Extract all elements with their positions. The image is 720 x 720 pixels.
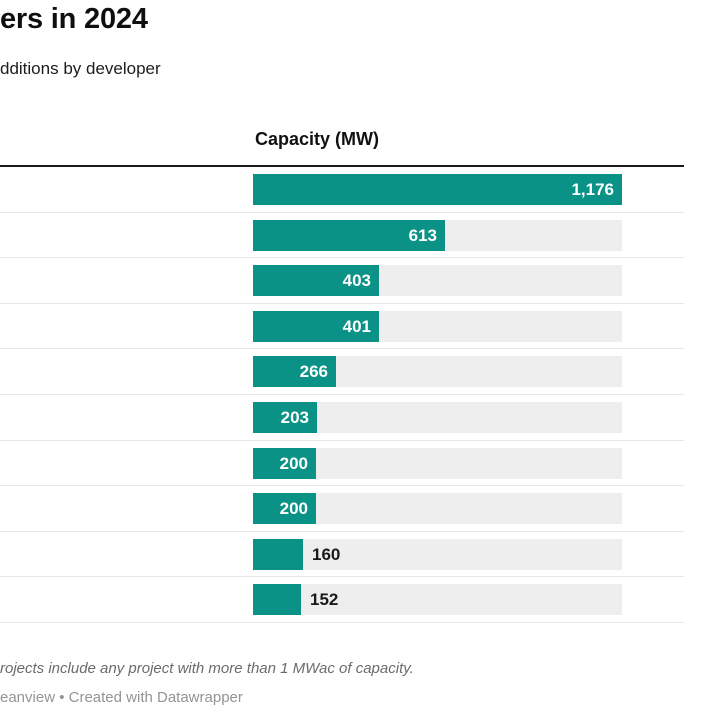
capacity-bar[interactable]: 403 <box>253 265 379 297</box>
bar-value-label: 401 <box>342 316 371 336</box>
bar-value-label: 152 <box>310 590 339 610</box>
table-row: 403 <box>0 258 684 304</box>
capacity-bar[interactable]: 613 <box>253 219 445 251</box>
capacity-bar[interactable]: 203 <box>253 401 317 433</box>
table-row: 200 <box>0 486 684 532</box>
header-rule <box>0 165 684 167</box>
bar-track: 613 <box>253 219 622 251</box>
bar-value-label: 613 <box>408 225 437 245</box>
column-header-capacity: Capacity (MW) <box>255 129 380 149</box>
capacity-bar[interactable] <box>253 584 301 616</box>
bar-value-label: 266 <box>299 362 328 382</box>
bar-value-label: 200 <box>279 453 308 473</box>
table-row: 200 <box>0 441 684 487</box>
attribution: eanview • Created with Datawrapper <box>0 689 243 706</box>
bar-track: 403 <box>253 265 622 297</box>
bar-track: 200 <box>253 493 622 525</box>
capacity-bar[interactable]: 200 <box>253 493 316 525</box>
bar-value-label: 1,176 <box>571 180 614 199</box>
bar-track: 203 <box>253 401 622 433</box>
capacity-bar[interactable]: 266 <box>253 356 336 388</box>
bar-value-label: 160 <box>312 544 341 564</box>
bar-track: 1,176 <box>253 174 622 205</box>
bar-value-label: 403 <box>342 271 371 291</box>
bar-track: 401 <box>253 310 622 342</box>
bar-track: 200 <box>253 447 622 479</box>
table-row: 613 <box>0 213 684 259</box>
table-row: 266 <box>0 349 684 395</box>
bar-track: 160 <box>253 538 622 570</box>
table-row: 160 <box>0 532 684 578</box>
table-row: 1,176 <box>0 167 684 213</box>
bar-value-label: 203 <box>280 407 309 427</box>
bar-track: 152 <box>253 584 622 616</box>
footnote: rojects include any project with more th… <box>0 660 414 677</box>
table-row: 152 <box>0 577 684 623</box>
bar-rows: 1,176 613 403 401 266 203 200 200 160 152 <box>0 167 684 623</box>
chart-subtitle: dditions by developer <box>0 59 161 78</box>
chart-title: ers in 2024 <box>0 3 148 35</box>
capacity-bar[interactable]: 200 <box>253 447 316 479</box>
bar-track: 266 <box>253 356 622 388</box>
bar-value-label: 200 <box>279 499 308 519</box>
capacity-bar[interactable]: 401 <box>253 310 379 342</box>
table-row: 401 <box>0 304 684 350</box>
capacity-bar[interactable]: 1,176 <box>253 174 622 205</box>
capacity-bar[interactable] <box>253 538 303 570</box>
table-row: 203 <box>0 395 684 441</box>
